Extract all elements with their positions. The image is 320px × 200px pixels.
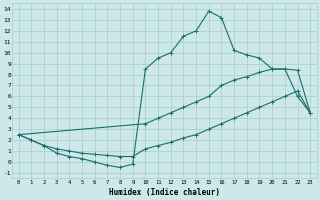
X-axis label: Humidex (Indice chaleur): Humidex (Indice chaleur) bbox=[109, 188, 220, 197]
